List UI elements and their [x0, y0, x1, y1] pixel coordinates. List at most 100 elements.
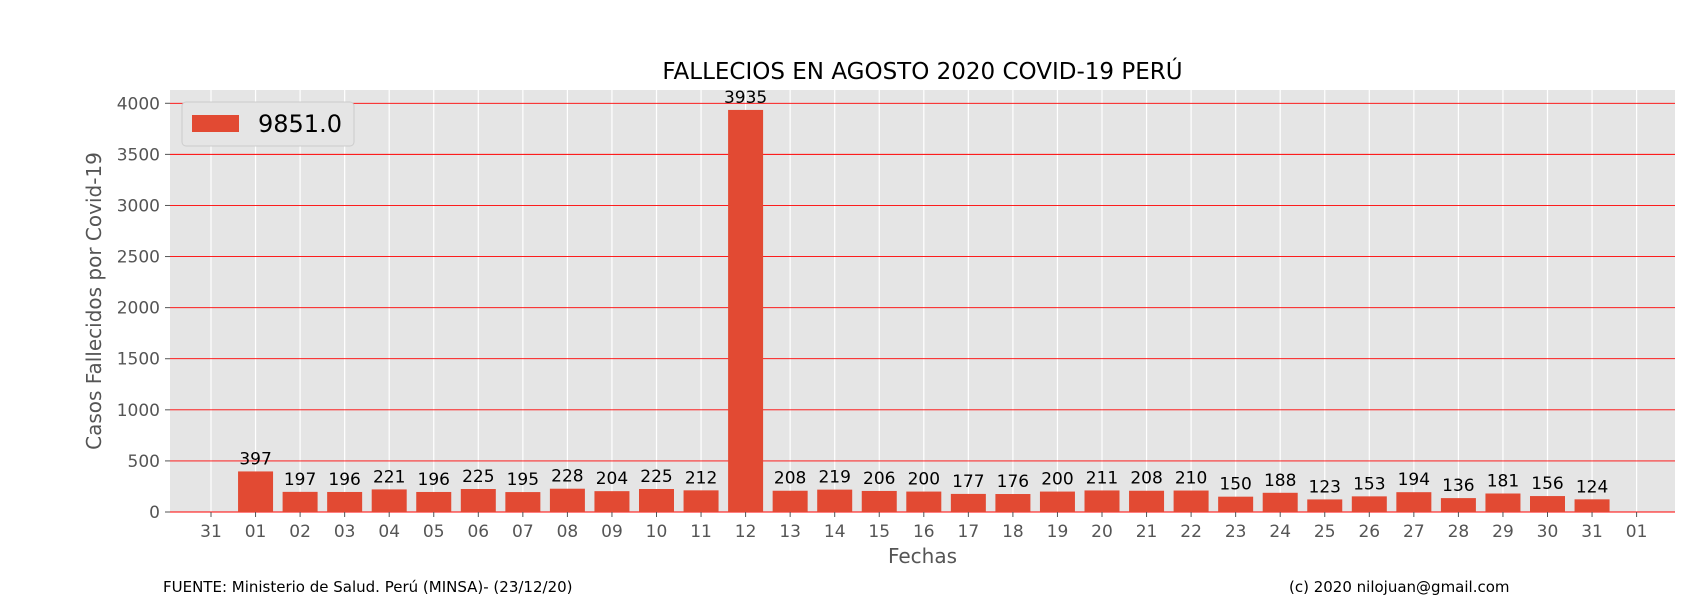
x-tick-label: 31: [1581, 522, 1603, 542]
bar: [416, 491, 452, 512]
x-tick-label: 25: [1314, 522, 1336, 542]
bar: [371, 489, 407, 512]
y-tick-label: 3000: [117, 196, 160, 216]
bar: [1485, 493, 1521, 512]
legend-box: [181, 101, 355, 147]
x-tick-label: 14: [824, 522, 846, 542]
x-tick-label: 06: [467, 522, 489, 542]
x-tick-label: 18: [1002, 522, 1024, 542]
bar-value-label: 200: [1041, 470, 1073, 490]
x-axis-label: Fechas: [888, 544, 957, 568]
bar: [950, 493, 986, 512]
bar: [1351, 496, 1387, 512]
bar-value-label: 204: [596, 469, 628, 489]
chart-title: FALLECIOS EN AGOSTO 2020 COVID-19 PERÚ: [662, 57, 1182, 85]
bar: [639, 489, 674, 512]
bar: [505, 492, 541, 512]
bar-value-label: 177: [952, 472, 984, 492]
bar: [1039, 491, 1075, 512]
y-tick-label: 2000: [117, 299, 160, 319]
bar: [1129, 490, 1165, 512]
bar-value-label: 197: [284, 470, 316, 490]
x-tick-label: 31: [200, 522, 222, 542]
bar-value-label: 206: [863, 469, 895, 489]
bar-value-label: 3935: [724, 88, 767, 108]
bar-value-label: 181: [1487, 472, 1519, 492]
y-tick-label: 4000: [117, 94, 160, 114]
x-tick-label: 22: [1180, 522, 1202, 542]
bar-value-label: 195: [507, 470, 539, 490]
x-tick-label: 15: [868, 522, 890, 542]
x-tick-label: 09: [601, 522, 623, 542]
source-footnote: FUENTE: Ministerio de Salud. Perú (MINSA…: [163, 578, 573, 596]
x-tick-label: 19: [1047, 522, 1069, 542]
bar-value-label: 153: [1353, 474, 1385, 494]
bar-value-label: 156: [1531, 474, 1563, 494]
bar: [282, 491, 318, 512]
x-tick-label: 20: [1091, 522, 1113, 542]
bar: [1262, 492, 1298, 512]
x-tick-label: 23: [1225, 522, 1247, 542]
bar: [1574, 499, 1610, 512]
plot-area: [170, 90, 1675, 512]
bar: [683, 490, 719, 512]
bars: [238, 109, 1610, 513]
x-tick-label: 12: [735, 522, 757, 542]
bar-value-label: 196: [418, 470, 450, 490]
x-tick-label: 16: [913, 522, 935, 542]
y-axis-label: Casos Fallecidos por Covid-19: [82, 152, 106, 450]
x-tick-label: 24: [1269, 522, 1291, 542]
y-tick-label: 500: [128, 452, 160, 472]
x-tick-label: 03: [334, 522, 356, 542]
x-tick-label: 05: [423, 522, 445, 542]
bar: [995, 494, 1031, 512]
y-axis-ticks: 0 500 1000 1500 2000 2500 3000 3500 4000: [117, 94, 170, 523]
bar: [327, 491, 363, 512]
bar: [460, 489, 496, 512]
x-tick-label: 13: [779, 522, 801, 542]
legend-swatch: [192, 115, 239, 132]
bar-value-label: 208: [1130, 469, 1162, 489]
bar-value-label: 211: [1086, 468, 1118, 488]
bar-value-label: 208: [774, 469, 806, 489]
y-tick-label: 3500: [117, 145, 160, 165]
bar: [594, 491, 630, 512]
x-tick-label: 04: [378, 522, 400, 542]
x-tick-label: 01: [1626, 522, 1648, 542]
bar-value-label: 188: [1264, 471, 1296, 491]
x-tick-label: 29: [1492, 522, 1514, 542]
bar: [1396, 492, 1432, 512]
bar: [1218, 496, 1254, 512]
legend: 9851.0: [181, 101, 355, 147]
y-tick-label: 0: [149, 503, 160, 523]
bar-value-label: 212: [685, 468, 717, 488]
bar-value-label: 228: [551, 467, 583, 487]
bar: [549, 488, 585, 512]
x-axis-ticks: 31 01 02 03 04 05 06 07 08 09 10 11 12 13 14 15 16 17 18 19…: [200, 512, 1647, 542]
credit-footnote: (c) 2020 nilojuan@gmail.com: [1289, 578, 1510, 596]
bar: [906, 491, 942, 512]
x-tick-label: 26: [1358, 522, 1380, 542]
y-tick-label: 2500: [117, 248, 160, 268]
bar: [1173, 490, 1209, 512]
bar: [861, 490, 897, 512]
x-tick-label: 27: [1403, 522, 1425, 542]
bar: [772, 490, 808, 512]
bar-value-label: 200: [908, 470, 940, 490]
x-tick-label: 07: [512, 522, 534, 542]
bar: [1530, 496, 1565, 512]
x-tick-label: 01: [245, 522, 267, 542]
bar-value-label: 397: [239, 449, 271, 469]
bar: [728, 109, 764, 513]
bar-value-label: 225: [462, 467, 494, 487]
bar: [1440, 498, 1476, 512]
bar: [1084, 490, 1120, 512]
bar-value-label: 219: [818, 468, 850, 488]
bar-value-label: 136: [1442, 476, 1474, 496]
bar-value-label: 176: [997, 472, 1029, 492]
x-tick-label: 11: [690, 522, 712, 542]
bar-value-label: 124: [1576, 477, 1608, 497]
bar-value-label: 196: [328, 470, 360, 490]
bar-value-label: 225: [640, 467, 672, 487]
